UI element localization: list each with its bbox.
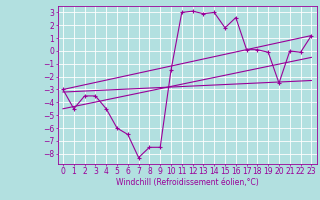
X-axis label: Windchill (Refroidissement éolien,°C): Windchill (Refroidissement éolien,°C) xyxy=(116,178,259,187)
